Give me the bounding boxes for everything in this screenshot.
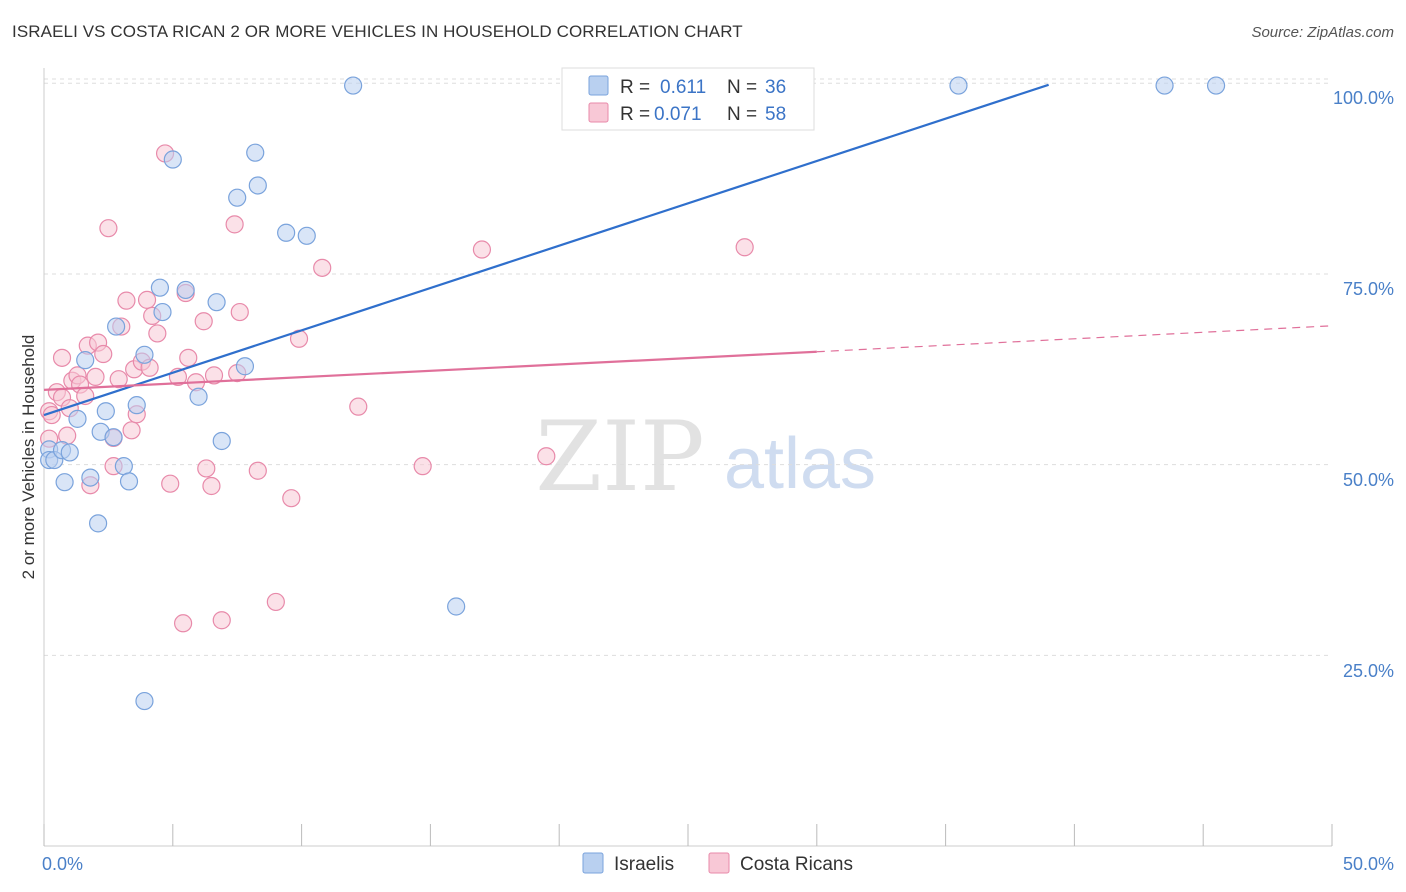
israeli-point xyxy=(297,226,316,245)
israeli-point xyxy=(96,402,115,421)
costa-rican-point xyxy=(137,290,157,309)
bottom-legend-costa: Costa Ricans xyxy=(740,854,853,875)
bottom-legend-israelis: Israelis xyxy=(614,854,674,875)
costa-rican-point xyxy=(94,344,113,364)
israeli-point xyxy=(127,396,146,415)
israelis-trend-line xyxy=(43,83,1049,417)
israeli-point xyxy=(104,428,123,447)
costa-rican-point xyxy=(204,366,224,385)
costa-rican-point xyxy=(202,476,221,496)
costa-rican-point xyxy=(282,489,301,508)
chart-title: ISRAELI VS COSTA RICAN 2 OR MORE VEHICLE… xyxy=(12,22,743,41)
israeli-point xyxy=(55,473,74,492)
costa-rican-point xyxy=(472,240,492,259)
costa-rican-point xyxy=(122,421,141,440)
bottom-legend: Israelis Costa Ricans xyxy=(582,852,853,875)
israeli-point xyxy=(88,514,108,533)
y-tick-label-50: 50.0% xyxy=(1343,470,1394,490)
costa-rican-point xyxy=(212,611,231,630)
costa-rican-point xyxy=(86,367,105,387)
legend-israelis-r-label: R = xyxy=(620,77,650,98)
israeli-point xyxy=(248,176,267,195)
legend-costa-r-value: 0.071 xyxy=(654,104,702,125)
costa-rican-point xyxy=(52,348,72,367)
israeli-point xyxy=(1155,76,1174,95)
israeli-point xyxy=(189,387,208,406)
y-tick-label-25: 25.0% xyxy=(1343,661,1394,681)
watermark-atlas: atlas xyxy=(724,424,876,504)
costa-rican-point xyxy=(148,324,167,343)
costa-rican-point xyxy=(735,238,754,257)
bottom-legend-israelis-swatch xyxy=(582,852,604,874)
legend-costa-n-label: N = xyxy=(727,104,757,125)
trend-lines xyxy=(43,83,1333,417)
legend-israelis-n-value: 36 xyxy=(765,77,786,98)
israeli-point xyxy=(228,188,247,207)
costa-rican-point xyxy=(266,592,285,612)
y-tick-label-75: 75.0% xyxy=(1343,279,1394,299)
costa-rican-point xyxy=(537,447,556,466)
costa-rican-point xyxy=(413,457,432,476)
costa-rican-point xyxy=(349,397,368,416)
israeli-point xyxy=(1206,76,1226,95)
israeli-point xyxy=(153,302,172,322)
costa-rican-point xyxy=(197,459,216,478)
legend-israelis-r-value: 0.611 xyxy=(660,77,706,98)
costa-rican-point xyxy=(174,614,193,633)
legend-israelis-n-label: N = xyxy=(727,77,757,98)
x-ticks xyxy=(43,824,1333,846)
costa-rican-point xyxy=(109,370,128,389)
x-tick-label-max: 50.0% xyxy=(1343,854,1394,874)
costa-rican-point xyxy=(313,258,332,277)
israeli-point xyxy=(76,351,95,370)
y-tick-label-100: 100.0% xyxy=(1333,88,1394,108)
costa-rican-point xyxy=(179,348,198,367)
israeli-point xyxy=(81,468,100,487)
costa-ricans-trend-line xyxy=(43,350,817,391)
israeli-point xyxy=(235,357,255,376)
legend-costa-n-value: 58 xyxy=(765,104,786,125)
israeli-point xyxy=(949,76,968,95)
israeli-point xyxy=(163,150,182,169)
israeli-point xyxy=(119,472,139,491)
legend-costa-r-label: R = xyxy=(620,104,650,125)
israeli-point xyxy=(68,409,87,428)
costa-rican-point xyxy=(248,461,267,480)
legend-box: R = 0.611 N = 36 R = 0.071 N = 58 xyxy=(561,67,815,131)
source-label: Source: ZipAtlas.com xyxy=(1251,24,1394,41)
costa-rican-point xyxy=(194,312,213,331)
costa-rican-point xyxy=(117,291,136,310)
costa-rican-point xyxy=(99,219,118,238)
costa-rican-point xyxy=(161,474,180,493)
israeli-point xyxy=(107,317,126,336)
israeli-point xyxy=(246,143,265,162)
bottom-legend-costa-swatch xyxy=(708,852,730,874)
israeli-point xyxy=(277,223,296,242)
israeli-point xyxy=(176,280,195,300)
costa-rican-point xyxy=(230,302,249,322)
israeli-point xyxy=(114,457,133,476)
israeli-point xyxy=(212,431,231,451)
israeli-point xyxy=(447,597,466,616)
x-tick-label-min: 0.0% xyxy=(42,854,83,874)
legend-israelis-swatch xyxy=(588,75,609,96)
watermark-zip: ZIP xyxy=(535,401,704,513)
costa-rican-point xyxy=(225,215,244,234)
series-israelis xyxy=(40,76,1226,711)
israeli-point xyxy=(150,278,170,297)
israeli-point xyxy=(207,293,226,312)
costa-ricans-trend-extension xyxy=(816,325,1333,353)
israeli-point xyxy=(60,443,79,462)
israeli-point xyxy=(135,345,154,364)
israeli-point xyxy=(344,76,363,95)
legend-costa-swatch xyxy=(588,102,609,123)
y-axis-label: 2 or more Vehicles in Household xyxy=(19,335,38,580)
israeli-point xyxy=(135,691,154,711)
